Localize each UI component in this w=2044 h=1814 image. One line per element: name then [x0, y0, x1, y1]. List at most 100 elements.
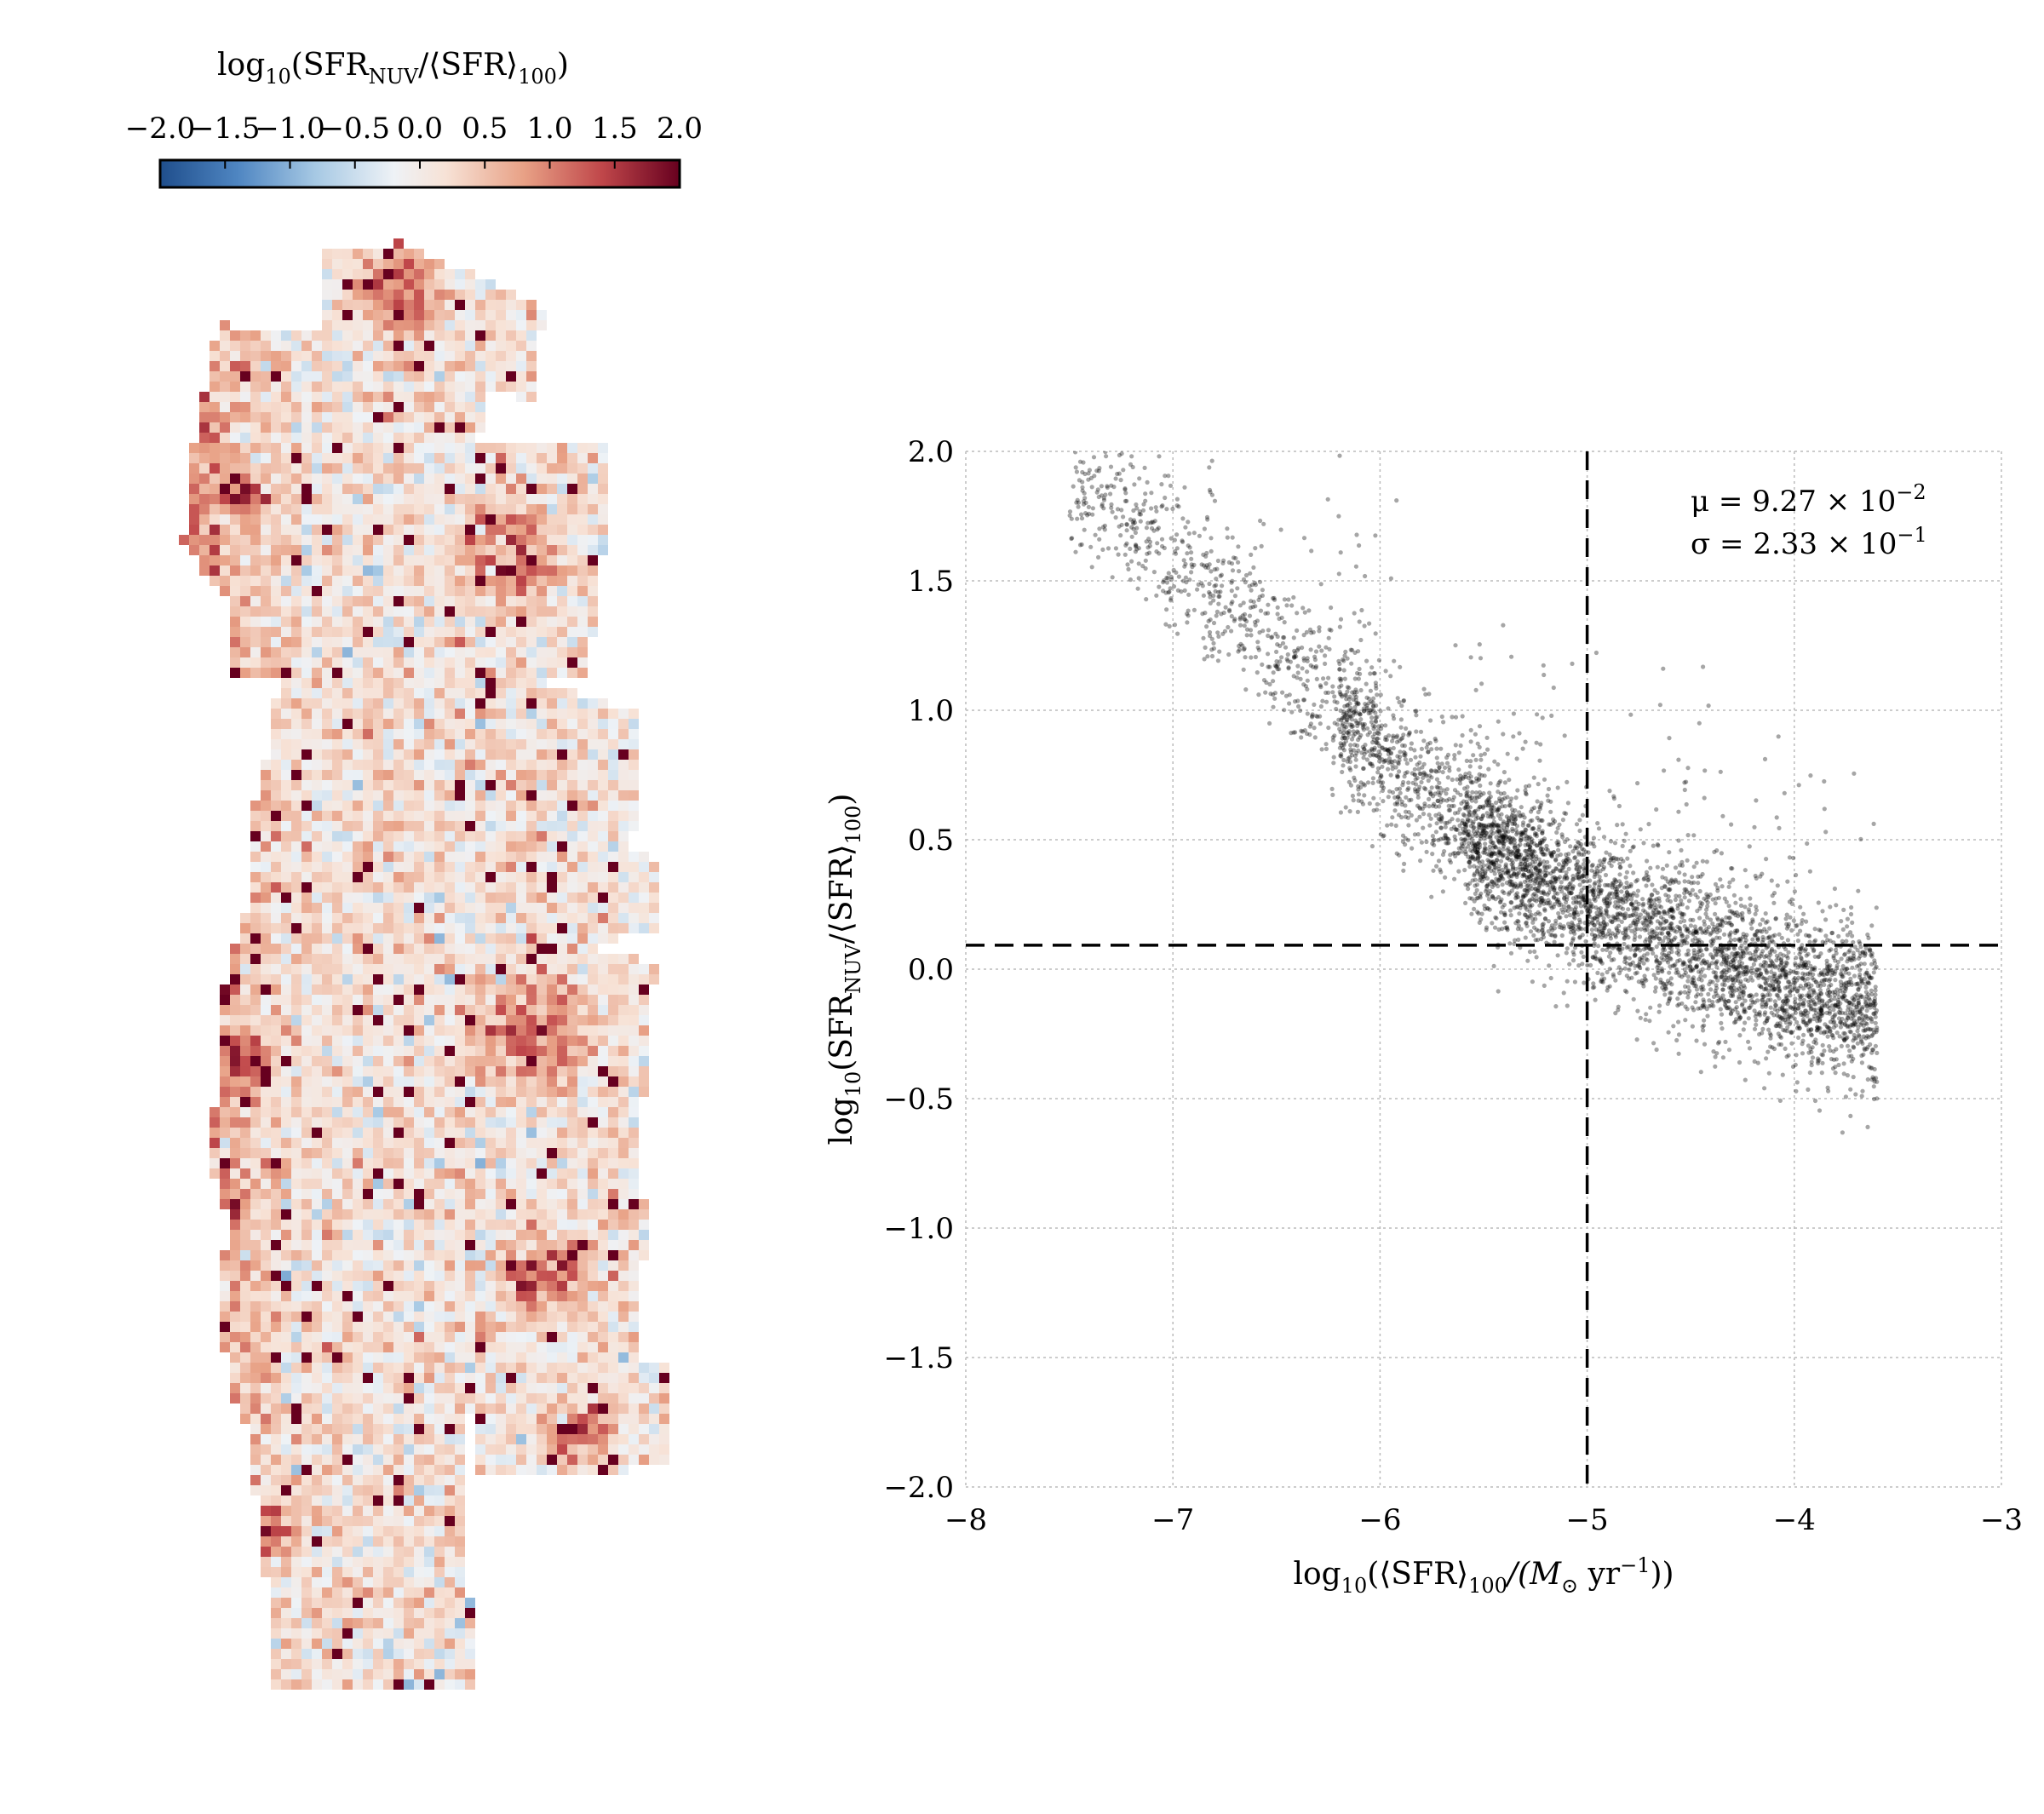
heatmap-cell — [496, 668, 506, 678]
heatmap-cell — [250, 535, 261, 545]
heatmap-cell — [414, 1414, 424, 1424]
heatmap-cell — [434, 1015, 445, 1025]
heatmap-cell — [639, 1087, 649, 1097]
heatmap-cell — [281, 1495, 291, 1506]
heatmap-cell — [526, 974, 537, 984]
heatmap-cell — [332, 923, 342, 933]
heatmap-cell — [618, 1138, 629, 1148]
heatmap-cell — [516, 1465, 526, 1475]
heatmap-cell — [414, 872, 424, 882]
heatmap-cell — [506, 1015, 516, 1025]
heatmap-cell — [353, 760, 363, 770]
heatmap-cell — [261, 657, 271, 668]
heatmap-cell — [301, 1547, 312, 1557]
heatmap-cell — [342, 1618, 353, 1628]
heatmap-cell — [210, 412, 220, 422]
heatmap-cell — [516, 504, 526, 514]
heatmap-cell — [506, 964, 516, 974]
heatmap-cell — [506, 893, 516, 903]
heatmap-cell — [373, 1628, 383, 1639]
heatmap-cell — [393, 1465, 404, 1475]
heatmap-cell — [516, 974, 526, 984]
heatmap-cell — [301, 382, 312, 392]
heatmap-cell — [261, 1312, 271, 1322]
heatmap-cell — [577, 1332, 588, 1342]
heatmap-cell — [608, 1393, 618, 1404]
heatmap-cell — [485, 1128, 496, 1138]
heatmap-cell — [455, 1230, 465, 1240]
heatmap-cell — [434, 923, 445, 933]
heatmap-cell — [240, 371, 250, 382]
heatmap-cell — [230, 1168, 240, 1179]
heatmap-cell — [557, 1128, 567, 1138]
heatmap-cell — [445, 382, 455, 392]
heatmap-cell — [445, 1659, 455, 1669]
heatmap-cell — [414, 1138, 424, 1148]
heatmap-cell — [261, 412, 271, 422]
heatmap-cell — [363, 279, 373, 290]
heatmap-cell — [537, 964, 547, 974]
heatmap-cell — [291, 484, 301, 494]
heatmap-cell — [220, 1301, 230, 1312]
heatmap-cell — [465, 1117, 475, 1128]
heatmap-cell — [291, 1414, 301, 1424]
heatmap-cell — [271, 882, 281, 893]
heatmap-cell — [271, 412, 281, 422]
heatmap-cell — [322, 1281, 332, 1291]
heatmap-cell — [434, 780, 445, 790]
heatmap-cell — [393, 371, 404, 382]
heatmap-cell — [332, 749, 342, 760]
heatmap-cell — [342, 433, 353, 443]
heatmap-cell — [291, 1220, 301, 1230]
heatmap-cell — [465, 1209, 475, 1220]
heatmap-cell — [414, 555, 424, 565]
heatmap-cell — [465, 995, 475, 1005]
heatmap-cell — [537, 443, 547, 453]
heatmap-cell — [230, 1373, 240, 1383]
heatmap-cell — [475, 780, 485, 790]
heatmap-cell — [342, 1291, 353, 1301]
heatmap-cell — [639, 1056, 649, 1066]
heatmap-cell — [506, 1332, 516, 1342]
heatmap-cell — [301, 606, 312, 617]
heatmap-cell — [291, 1107, 301, 1117]
heatmap-cell — [383, 1342, 393, 1352]
heatmap-cell — [291, 1393, 301, 1404]
heatmap-cell — [547, 1066, 557, 1076]
heatmap-cell — [281, 698, 291, 709]
heatmap-cell — [557, 657, 567, 668]
heatmap-cell — [332, 1628, 342, 1639]
heatmap-cell — [445, 1189, 455, 1199]
heatmap-cell — [496, 443, 506, 453]
heatmap-cell — [516, 862, 526, 872]
heatmap-cell — [383, 1669, 393, 1679]
heatmap-cell — [485, 1363, 496, 1373]
heatmap-cell — [404, 1434, 414, 1444]
heatmap-cell — [547, 852, 557, 862]
heatmap-cell — [312, 760, 322, 770]
heatmap-cell — [465, 371, 475, 382]
heatmap-cell — [332, 351, 342, 361]
heatmap-cell — [404, 964, 414, 974]
heatmap-cell — [393, 903, 404, 913]
heatmap-cell — [434, 1363, 445, 1373]
heatmap-cell — [220, 1189, 230, 1199]
heatmap-cell — [598, 1342, 608, 1352]
heatmap-cell — [373, 1097, 383, 1107]
heatmap-cell — [537, 637, 547, 647]
heatmap-cell — [629, 1240, 639, 1250]
heatmap-cell — [353, 1659, 363, 1669]
heatmap-cell — [332, 1056, 342, 1066]
heatmap-cell — [342, 269, 353, 279]
heatmap-cell — [291, 1087, 301, 1097]
heatmap-cell — [261, 1117, 271, 1128]
heatmap-cell — [342, 1679, 353, 1690]
heatmap-cell — [629, 1046, 639, 1056]
heatmap-cell — [322, 1087, 332, 1097]
heatmap-cell — [445, 1363, 455, 1373]
heatmap-cell — [516, 351, 526, 361]
heatmap-cell — [312, 719, 322, 729]
heatmap-cell — [301, 330, 312, 341]
heatmap-cell — [383, 330, 393, 341]
heatmap-cell — [475, 310, 485, 320]
